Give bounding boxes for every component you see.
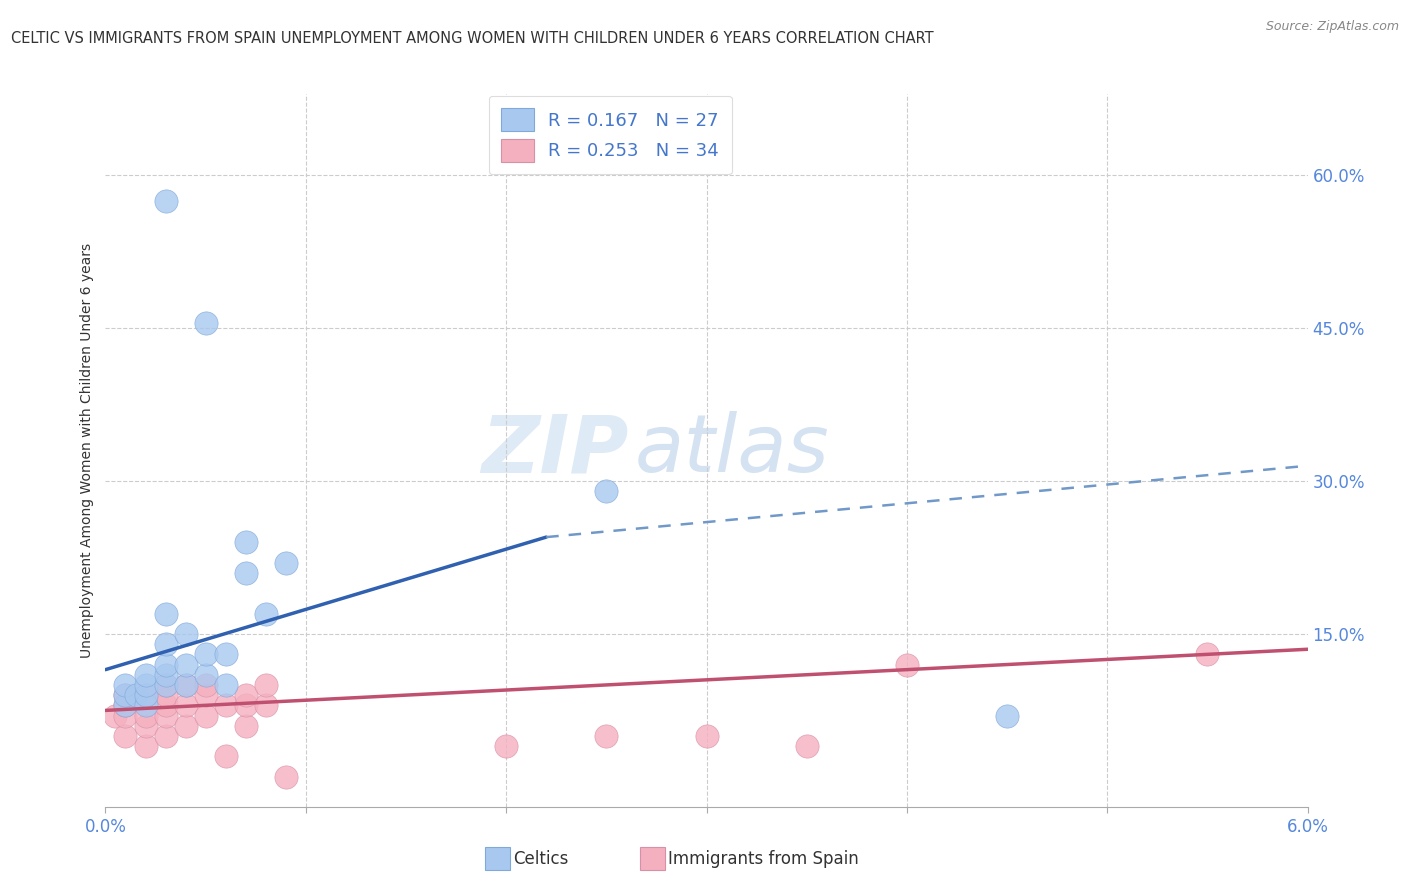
Point [595,484,617,499]
Point [254,678,277,692]
Point [174,678,197,692]
Point [495,739,517,753]
Point [194,708,217,723]
Point [135,667,157,681]
Point [155,657,177,672]
Point [696,729,718,743]
Point [114,678,136,692]
Text: CELTIC VS IMMIGRANTS FROM SPAIN UNEMPLOYMENT AMONG WOMEN WITH CHILDREN UNDER 6 Y: CELTIC VS IMMIGRANTS FROM SPAIN UNEMPLOY… [11,31,934,46]
Text: Celtics: Celtics [513,849,568,868]
Point [274,556,297,570]
Point [194,667,217,681]
Point [155,607,177,621]
Text: Source: ZipAtlas.com: Source: ZipAtlas.com [1265,20,1399,33]
Point [235,566,257,580]
Point [135,678,157,692]
Point [135,688,157,702]
Point [135,688,157,702]
Point [194,688,217,702]
Point [174,627,197,641]
Point [896,657,918,672]
Point [214,648,236,662]
Point [174,657,197,672]
Point [254,607,277,621]
Point [254,698,277,713]
Point [155,708,177,723]
Point [214,749,236,764]
Point [155,667,177,681]
Point [155,678,177,692]
Text: atlas: atlas [634,411,830,490]
Point [235,719,257,733]
Point [114,729,136,743]
Point [174,698,197,713]
Point [135,708,157,723]
Point [114,698,136,713]
Point [155,698,177,713]
Point [1197,648,1219,662]
Point [174,678,197,692]
Point [595,729,617,743]
Point [194,678,217,692]
Point [155,678,177,692]
Point [174,719,197,733]
Point [135,719,157,733]
Legend: R = 0.167   N = 27, R = 0.253   N = 34: R = 0.167 N = 27, R = 0.253 N = 34 [489,95,733,175]
Point [155,637,177,651]
Point [155,729,177,743]
Point [124,688,146,702]
Point [135,698,157,713]
Point [796,739,818,753]
Text: Immigrants from Spain: Immigrants from Spain [668,849,859,868]
Point [235,535,257,549]
Point [194,316,217,330]
Point [114,688,136,702]
Point [235,688,257,702]
Point [114,698,136,713]
Point [155,194,177,208]
Point [135,739,157,753]
Text: ZIP: ZIP [481,411,628,490]
Point [214,678,236,692]
Point [995,708,1018,723]
Point [155,688,177,702]
Point [114,688,136,702]
Point [274,770,297,784]
Point [194,648,217,662]
Point [214,698,236,713]
Y-axis label: Unemployment Among Women with Children Under 6 years: Unemployment Among Women with Children U… [80,243,94,658]
Point [114,708,136,723]
Point [104,708,127,723]
Point [235,698,257,713]
